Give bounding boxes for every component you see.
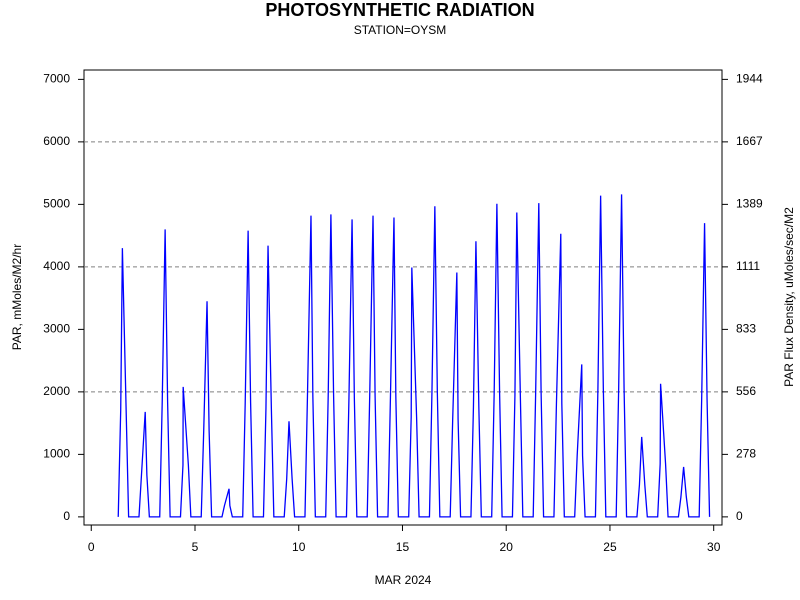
- y-tick-label: 2000: [43, 384, 70, 398]
- y-tick-label: 1000: [43, 447, 70, 461]
- y2-tick-label: 1389: [736, 197, 763, 211]
- y2-tick-label: 1111: [736, 259, 760, 273]
- x-tick-label: 10: [292, 540, 306, 554]
- y-tick-label: 6000: [43, 134, 70, 148]
- chart-title: PHOTOSYNTHETIC RADIATION: [265, 0, 534, 20]
- y2-tick-label: 1667: [736, 134, 763, 148]
- x-tick-label: 30: [707, 540, 721, 554]
- y2-tick-label: 833: [736, 322, 756, 336]
- y-axis-label: PAR, mMoles/M2/hr: [10, 244, 24, 350]
- x-tick-label: 20: [500, 540, 514, 554]
- y2-tick-label: 0: [736, 509, 743, 523]
- x-tick-label: 25: [603, 540, 617, 554]
- x-tick-label: 15: [396, 540, 410, 554]
- plot-frame: [83, 69, 723, 526]
- y-tick-label: 5000: [43, 197, 70, 211]
- y2-tick-label: 278: [736, 447, 756, 461]
- y-tick-label: 3000: [43, 322, 70, 336]
- y-tick-label: 7000: [43, 72, 70, 86]
- y-tick-label: 0: [63, 509, 70, 523]
- x-tick-label: 5: [192, 540, 199, 554]
- x-tick-label: 0: [88, 540, 95, 554]
- x-axis-label: MAR 2024: [375, 573, 432, 587]
- chart-subtitle: STATION=OYSM: [354, 23, 447, 37]
- y-tick-label: 4000: [43, 259, 70, 273]
- y2-axis-label: PAR Flux Density, uMoles/sec/M2: [782, 207, 796, 387]
- y2-tick-label: 1944: [736, 72, 763, 86]
- y2-tick-label: 556: [736, 384, 756, 398]
- data-line: [117, 194, 711, 518]
